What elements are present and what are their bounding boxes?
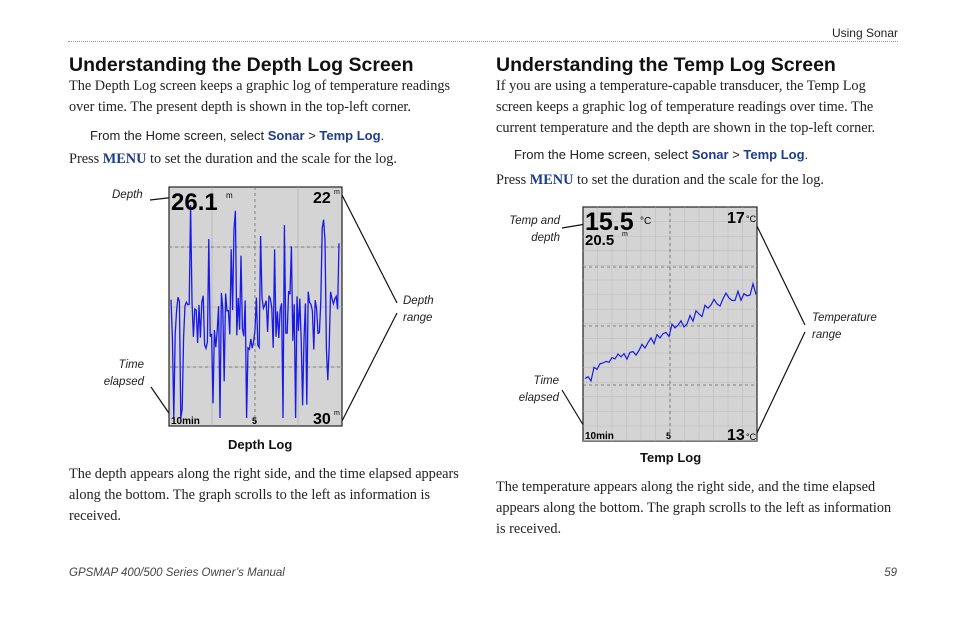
depth-time-left: 10min <box>171 416 200 427</box>
depth-readout: 26.1 <box>171 189 218 216</box>
depth-log-intro: The Depth Log screen keeps a graphic log… <box>69 78 451 115</box>
depth-time-mid: 5 <box>252 416 257 426</box>
temp-readout-unit: °C <box>640 216 651 227</box>
footer-manual-title: GPSMAP 400/500 Series Owner’s Manual <box>69 567 285 579</box>
temp-log-description: The temperature appears along the right … <box>496 479 892 537</box>
temp-log-step: From the Home screen, select Sonar > Tem… <box>514 147 809 162</box>
temp-range-bottom-unit: °C <box>746 432 757 442</box>
temp-log-press-menu: Press MENU to set the duration and the s… <box>496 172 824 188</box>
depth-log-caption: Depth Log <box>228 437 293 452</box>
depth-readout-unit: m <box>226 191 233 200</box>
temp-time-left: 10min <box>585 431 614 442</box>
temp-range-top: 17 <box>727 210 745 227</box>
temp-log-intro: If you are using a temperature-capable t… <box>496 78 876 136</box>
depth-range-bottom-unit: m <box>334 410 340 417</box>
depth-trace <box>170 204 340 419</box>
depth-log-description: The depth appears along the right side, … <box>69 466 459 524</box>
sonar-menu-ref: Sonar <box>691 147 729 162</box>
temp-major-grid <box>583 207 757 441</box>
sonar-menu-ref: Sonar <box>267 128 305 143</box>
depth-range-callout: Depth range <box>403 295 434 324</box>
range-callout-line-bottom <box>756 331 806 434</box>
time-callout-line <box>561 389 586 429</box>
temp-range-top-unit: °C <box>746 214 757 224</box>
temp-depth-readout: 20.5 <box>585 232 614 249</box>
depth-range-top-unit: m <box>334 189 340 196</box>
temp-range-callout: Temperature range <box>812 312 877 341</box>
range-callout-line-top <box>340 192 398 304</box>
temp-depth-unit: m <box>622 231 628 238</box>
depth-log-press-menu: Press MENU to set the duration and the s… <box>69 151 397 167</box>
footer-page-number: 59 <box>884 567 897 579</box>
header-divider <box>68 41 898 42</box>
section-header: Using Sonar <box>831 26 898 40</box>
menu-key-ref: MENU <box>102 151 147 167</box>
temp-log-caption: Temp Log <box>640 450 702 465</box>
range-callout-line-bottom <box>340 312 398 424</box>
temp-readout: 15.5 <box>585 208 634 236</box>
depth-callout: Depth <box>112 189 143 201</box>
range-callout-line-top <box>754 221 806 326</box>
temp-time-mid: 5 <box>666 431 671 441</box>
depth-range-top: 22 <box>313 190 331 207</box>
depth-log-heading: Understanding the Depth Log Screen <box>69 54 414 76</box>
temp-log-heading: Understanding the Temp Log Screen <box>496 54 836 76</box>
temp-time-callout: Time elapsed <box>518 375 559 404</box>
depth-major-grid <box>169 187 342 426</box>
depth-range-bottom: 30 <box>313 411 331 428</box>
temp-range-bottom: 13 <box>727 427 745 444</box>
temp-trace <box>584 281 757 383</box>
temp-callout-line <box>561 223 587 229</box>
temp-log-menu-ref: Temp Log <box>743 147 805 162</box>
depth-time-callout: Time elapsed <box>103 359 144 388</box>
temp-depth-callout: Temp and depth <box>509 215 560 244</box>
depth-log-step: From the Home screen, select Sonar > Tem… <box>90 128 385 143</box>
temp-log-menu-ref: Temp Log <box>319 128 381 143</box>
menu-key-ref: MENU <box>529 172 574 188</box>
